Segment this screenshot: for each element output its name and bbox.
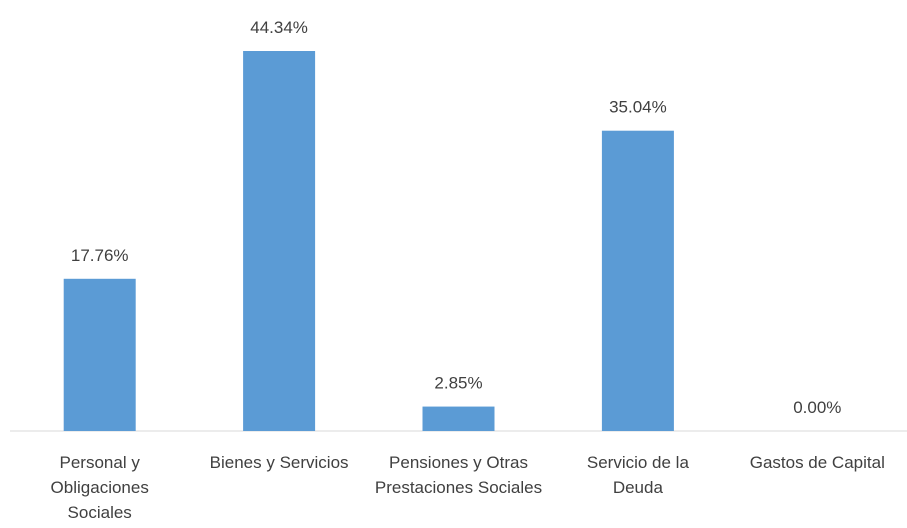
x-tick-label: Gastos de Capital [749, 453, 885, 472]
data-label: 2.85% [434, 374, 482, 393]
x-tick-label: Bienes y Servicios [209, 453, 349, 472]
bar [63, 278, 136, 431]
x-tick-label: Personal y Obligaciones Sociales [50, 453, 149, 522]
bar [601, 130, 674, 431]
x-tick-label: Servicio de la Deuda [586, 453, 689, 497]
bar [243, 51, 316, 431]
data-label: 35.04% [609, 98, 667, 117]
x-tick-label: Pensiones y Otras Prestaciones Sociales [374, 453, 543, 497]
bar [422, 406, 495, 431]
data-label: 44.34% [250, 18, 308, 37]
data-label: 0.00% [793, 398, 841, 417]
data-label: 17.76% [71, 246, 129, 265]
